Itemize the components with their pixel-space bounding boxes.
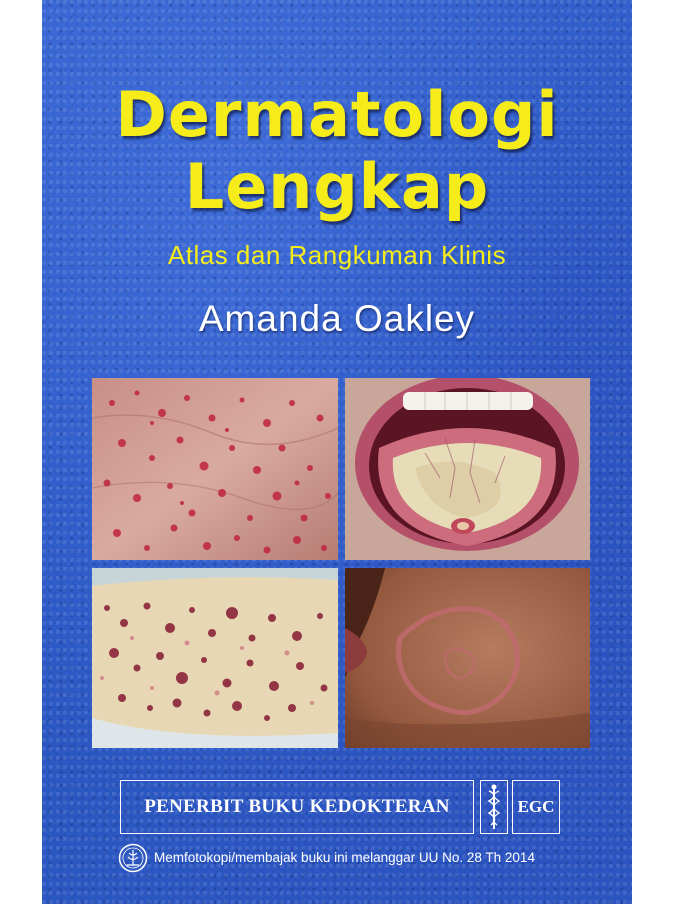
publisher-abbr: EGC: [512, 780, 560, 834]
caduceus-icon: [480, 780, 508, 834]
leg-rash-photo: [92, 568, 338, 748]
skin-rash-photo: [92, 378, 338, 560]
copyright-notice: Memfotokopi/membajak buku ini melanggar …: [154, 850, 535, 865]
seal-icon: [118, 843, 148, 873]
ring-lesion-photo: [345, 568, 590, 748]
publisher-name: PENERBIT BUKU KEDOKTERAN: [120, 780, 474, 834]
subtitle: Atlas dan Rangkuman Klinis: [167, 240, 507, 270]
book-cover: Dermatologi Lengkap Atlas dan Rangkuman …: [42, 0, 632, 904]
title-line-2: Lengkap: [184, 150, 490, 223]
tongue-photo: [345, 378, 590, 560]
author-name: Amanda Oakley: [198, 298, 476, 339]
title-line-1: Dermatologi: [115, 78, 559, 151]
